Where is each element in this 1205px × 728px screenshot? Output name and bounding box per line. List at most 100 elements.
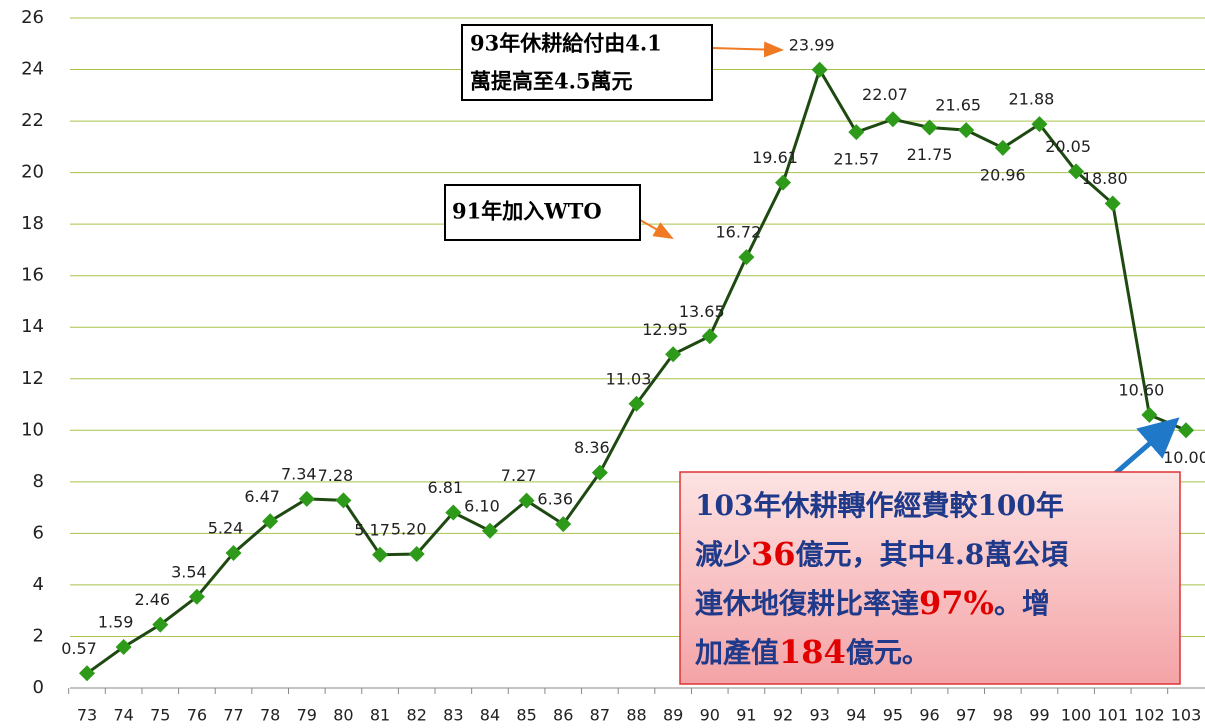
data-label: 21.75 [907,145,953,164]
y-tick-label: 20 [21,162,44,183]
y-tick-label: 10 [21,419,44,440]
arrow [1108,417,1180,480]
x-tick-label: 83 [443,706,463,725]
data-label: 7.34 [281,464,317,483]
marker [262,513,279,530]
data-label: 6.10 [464,496,500,515]
marker [848,124,865,141]
annotation-run: 連休地復耕比率達 [695,587,919,620]
marker [1141,406,1158,423]
x-tick-label: 88 [626,706,646,725]
marker [225,544,242,561]
data-label: 10.00 [1163,448,1205,467]
data-label: 6.81 [428,478,464,497]
marker [188,588,205,605]
arrow [711,41,784,58]
x-tick-label: 103 [1171,706,1202,725]
data-label: 20.05 [1045,137,1091,156]
x-tick-label: 97 [956,706,976,725]
data-label: 5.17 [354,520,390,539]
annotation-line: 減少36億元，其中4.8萬公頃 [695,535,1068,573]
data-label: 6.36 [537,490,573,509]
arrow [639,219,674,239]
data-label: 21.88 [1009,90,1055,109]
y-tick-label: 26 [21,7,44,28]
x-tick-label: 77 [223,706,243,725]
data-label: 12.95 [642,320,688,339]
marker [1178,422,1194,439]
marker [811,61,828,78]
y-tick-label: 8 [33,471,44,492]
data-label: 5.24 [208,518,244,537]
data-label: 10.60 [1118,380,1164,399]
x-tick-label: 85 [516,706,536,725]
marker [958,122,975,139]
marker [298,490,315,507]
data-label: 3.54 [171,562,207,581]
marker [591,464,608,481]
data-label: 19.61 [752,148,798,167]
marker [738,249,755,266]
marker [335,492,352,509]
data-label: 23.99 [789,35,835,54]
y-tick-label: 12 [21,368,44,389]
data-label: 1.59 [98,613,134,632]
annotation-run: 億元，其中4.8萬公頃 [796,538,1069,571]
x-tick-label: 76 [187,706,207,725]
x-tick-label: 78 [260,706,280,725]
x-tick-label: 75 [150,706,170,725]
y-tick-label: 22 [21,110,44,131]
data-label: 21.57 [833,150,879,169]
marker [79,665,95,682]
annotation-run: 184 [779,633,846,671]
big-annotation: 103年休耕轉作經費較100年減少36億元，其中4.8萬公頃連休地復耕比率達97… [695,489,1068,671]
marker [445,504,462,521]
marker [115,639,132,656]
data-label: 8.36 [574,438,610,457]
y-tick-label: 16 [21,265,44,286]
x-tick-label: 82 [407,706,427,725]
x-tick-label: 87 [590,706,610,725]
marker [628,395,645,412]
annotation: 93年休耕給付由4.1 [470,31,662,56]
marker [1104,195,1121,212]
data-label: 18.80 [1082,169,1128,188]
annotation-run: 。增 [994,587,1050,620]
x-tick-label: 99 [1029,706,1049,725]
marker [481,522,498,539]
plot: 0.571.592.463.54 5.246.477.34 7.28 5.17 5.20… [61,35,1205,682]
data-label: 7.27 [501,466,537,485]
data-label: 20.96 [980,165,1026,184]
marker [152,616,169,633]
annotation-box [461,24,713,101]
y-tick-label: 0 [33,677,44,698]
x-tick-label: 92 [773,706,793,725]
x-tick-label: 93 [809,706,829,725]
annotation-run: 97% [919,584,994,622]
x-tick-label: 80 [333,706,353,725]
y-tick-label: 14 [21,316,44,337]
marker [1031,116,1048,133]
x-tick-label: 90 [700,706,720,725]
x-tick-label: 94 [846,706,866,725]
y-tick-label: 6 [33,522,44,543]
x-tick-label: 79 [297,706,317,725]
y-tick-label: 24 [21,59,44,80]
marker [884,111,901,128]
x-tick-label: 100 [1061,706,1092,725]
marker [921,119,938,136]
y-tick-label: 4 [33,574,44,595]
annotation-run: 減少 [695,538,751,571]
marker [994,139,1011,156]
annotation-run: 103年休耕轉作經費較100年 [695,489,1064,522]
x-tick-label: 102 [1134,706,1165,725]
marker [665,346,682,363]
data-label: 22.07 [862,85,908,104]
x-tick-label: 101 [1097,706,1128,725]
annotation-line: 103年休耕轉作經費較100年 [695,489,1064,522]
x-tick-label: 98 [993,706,1013,725]
annotation-box [679,471,1181,685]
annotation-box [444,184,641,241]
